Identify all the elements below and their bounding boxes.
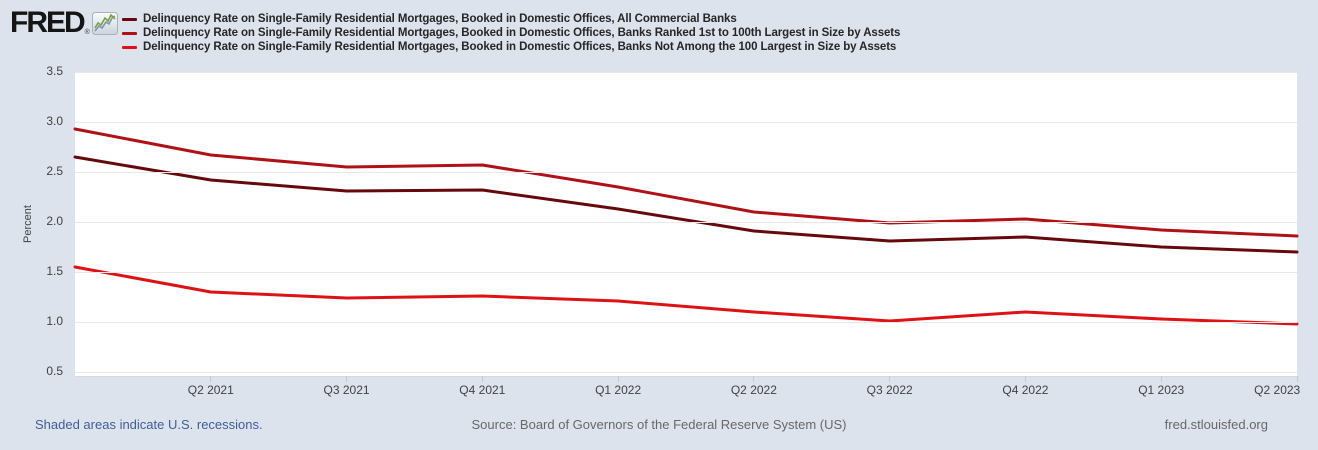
x-tick-label: Q3 2022 [866, 383, 913, 397]
x-tick-mark [889, 376, 891, 382]
gridline [75, 272, 1297, 273]
legend-item-series-1[interactable]: Delinquency Rate on Single-Family Reside… [122, 12, 900, 26]
gridline [75, 322, 1297, 323]
fred-logo[interactable]: FRED ® [10, 6, 118, 40]
fred-logo-text: FRED [10, 6, 86, 39]
registered-trademark-symbol: ® [84, 29, 90, 36]
y-tick-label: 3.5 [46, 64, 63, 78]
x-tick-label: Q4 2021 [459, 383, 506, 397]
line-chart-icon [91, 12, 118, 40]
gridline [75, 122, 1297, 123]
y-tick-label: 2.5 [46, 164, 63, 178]
series-line-3 [73, 265, 1299, 326]
series-line-1 [73, 155, 1299, 254]
legend-item-label: Delinquency Rate on Single-Family Reside… [143, 27, 901, 39]
legend-item-label: Delinquency Rate on Single-Family Reside… [143, 41, 897, 53]
x-tick-label: Q3 2021 [323, 383, 370, 397]
x-tick-mark [1024, 376, 1026, 382]
series-line-2 [73, 127, 1299, 238]
chart-series-lines [73, 127, 1299, 326]
gridline [75, 222, 1297, 223]
x-tick-mark [346, 376, 348, 382]
fred-site-link[interactable]: fred.stlouisfed.org [1164, 417, 1268, 432]
gridline [75, 372, 1297, 373]
x-tick-mark [617, 376, 619, 382]
legend-color-dash-icon [122, 45, 137, 49]
legend-item-label: Delinquency Rate on Single-Family Reside… [143, 13, 737, 25]
x-tick-mark [481, 376, 483, 382]
legend-color-dash-icon [122, 31, 137, 35]
x-tick-label: Q4 2022 [1002, 383, 1049, 397]
x-tick-mark [210, 376, 212, 382]
x-tick-label: Q2 2021 [187, 383, 234, 397]
y-tick-label: 3.0 [46, 114, 63, 128]
x-tick-label: Q2 2022 [730, 383, 777, 397]
x-tick-label: Q2 2023 [1254, 383, 1301, 397]
recession-shading-note[interactable]: Shaded areas indicate U.S. recessions. [35, 417, 263, 432]
x-tick-mark [1160, 376, 1162, 382]
x-tick-mark [1296, 376, 1298, 382]
legend-item-series-2[interactable]: Delinquency Rate on Single-Family Reside… [122, 26, 900, 40]
source-attribution[interactable]: Source: Board of Governors of the Federa… [471, 417, 847, 432]
legend-color-dash-icon [122, 17, 137, 21]
y-tick-label: 1.0 [46, 314, 63, 328]
chart-legend: Delinquency Rate on Single-Family Reside… [122, 12, 900, 54]
x-tick-label: Q1 2022 [595, 383, 642, 397]
legend-item-series-3[interactable]: Delinquency Rate on Single-Family Reside… [122, 40, 900, 54]
chart-plot-area[interactable]: Q2 2021 Q3 2021 Q4 2021 Q1 2022 Q2 2022 Q3 20… [73, 72, 1300, 397]
gridline [75, 172, 1297, 173]
x-tick-mark [753, 376, 755, 382]
y-tick-label: 1.5 [46, 264, 63, 278]
x-tick-label: Q1 2023 [1138, 383, 1185, 397]
y-tick-label: 0.5 [46, 364, 63, 378]
gridline [75, 72, 1297, 73]
y-tick-label: 2.0 [46, 214, 63, 228]
